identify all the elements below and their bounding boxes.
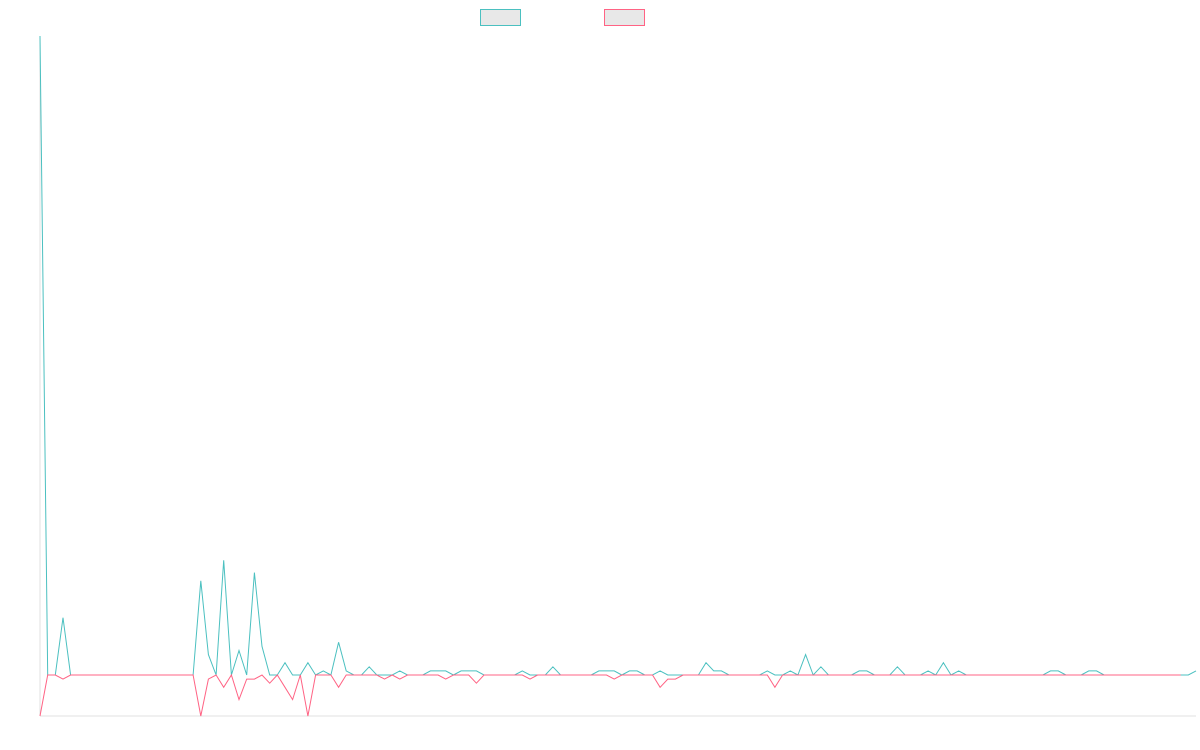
legend-swatch-1[interactable]	[480, 9, 521, 26]
series-line-2	[39, 673, 1181, 717]
legend-swatch-2[interactable]	[604, 9, 645, 26]
series-line-1	[39, 35, 1197, 676]
